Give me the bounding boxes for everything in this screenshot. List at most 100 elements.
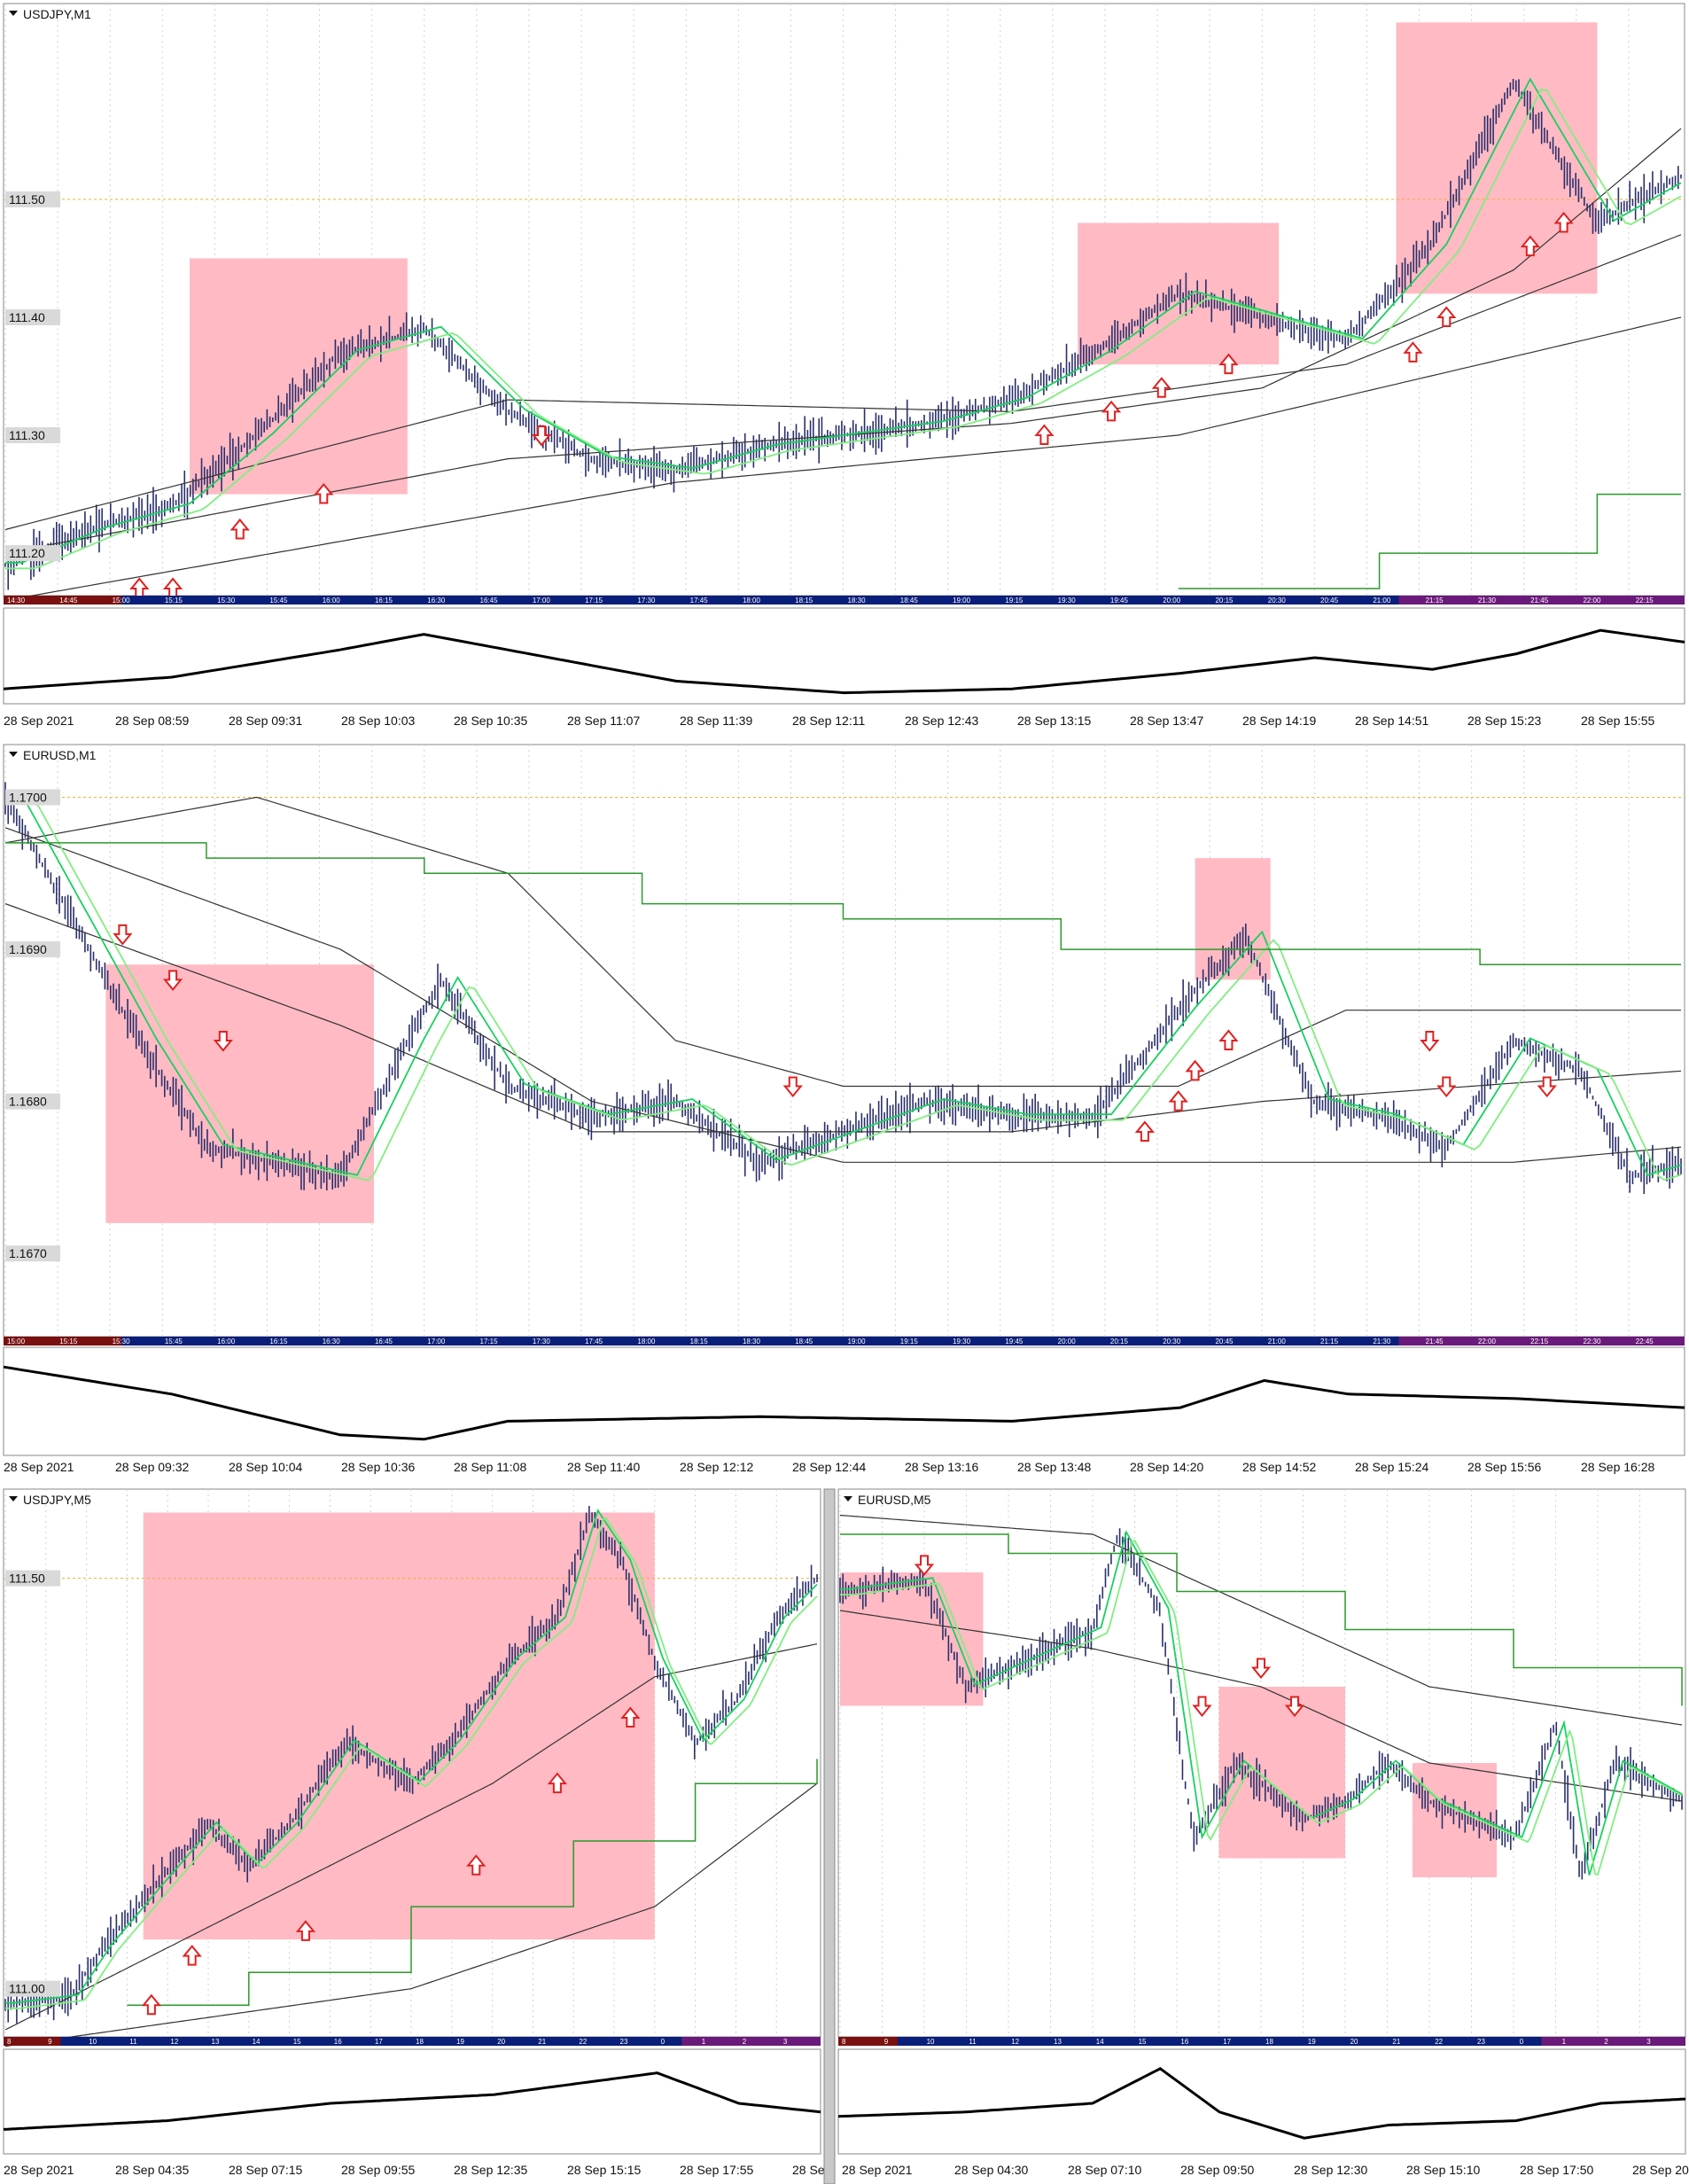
time-axis-label: 28 Sep 2021 <box>4 1460 74 1474</box>
session-tick-label: 17:30 <box>533 1338 551 1346</box>
chart-title: EURUSD,M5 <box>858 1493 931 1507</box>
signal-box <box>1078 222 1280 365</box>
session-tick-label: 21:45 <box>1426 1338 1444 1346</box>
sell-arrow-icon <box>532 425 552 447</box>
sell-arrow-icon <box>213 1031 233 1052</box>
session-tick-label: 22:15 <box>1636 597 1654 604</box>
session-tick-label: 2 <box>1604 2038 1608 2046</box>
collapse-triangle-icon[interactable] <box>9 1496 18 1502</box>
buy-arrow-icon <box>1185 1059 1205 1081</box>
buy-arrow-icon <box>1436 306 1457 327</box>
session-tick-label: 13 <box>1054 2038 1062 2046</box>
session-segment <box>4 596 121 604</box>
buy-arrow-icon <box>182 1945 202 1966</box>
collapse-triangle-icon[interactable] <box>9 752 18 757</box>
price-label-bg <box>5 427 60 444</box>
buy-arrow-icon <box>314 482 334 504</box>
session-tick-label: 0 <box>661 2038 665 2046</box>
session-tick-label: 2 <box>743 2038 747 2046</box>
time-axis-label: 28 Sep 10:36 <box>341 1460 416 1474</box>
time-axis-label: 28 Sep 13:48 <box>1017 1460 1092 1474</box>
price-label: 111.50 <box>9 192 45 207</box>
session-tick-label: 16:15 <box>375 597 393 604</box>
time-axis-label: 28 Sep 09:31 <box>229 714 303 728</box>
session-tick-label: 22:00 <box>1583 597 1601 604</box>
panel-splitter[interactable] <box>823 1488 836 2184</box>
candles <box>4 782 1682 1195</box>
buy-arrow-icon <box>1218 353 1239 375</box>
chart-panel-4[interactable]: EURUSD,M58 9 10 11 12 13 14 15 16 17 18 19 20 21 22 23 0… <box>837 1488 1689 2177</box>
session-tick-label: 22:45 <box>1636 1338 1654 1346</box>
session-tick-label: 17:45 <box>690 597 709 604</box>
collapse-triangle-icon[interactable] <box>844 1496 852 1502</box>
session-segment <box>4 2037 61 2046</box>
moving-average-line <box>4 1782 818 2048</box>
buy-arrow-icon <box>1134 1120 1155 1142</box>
session-tick-label: 16:45 <box>480 597 499 604</box>
buy-arrow-icon <box>1034 424 1055 446</box>
session-tick-label: 17:30 <box>637 597 656 604</box>
signal-box <box>1396 22 1598 294</box>
session-tick-label: 19:15 <box>1005 597 1024 604</box>
chart-title: USDJPY,M5 <box>23 1493 91 1507</box>
time-axis-label: 28 Sep 15:55 <box>1581 714 1655 728</box>
session-tick-label: 22:15 <box>1530 1338 1549 1346</box>
session-tick-label: 14 <box>1096 2038 1104 2046</box>
session-tick-label: 15:45 <box>269 597 288 604</box>
session-segment <box>1398 596 1685 604</box>
session-tick-label: 20:45 <box>1215 1338 1234 1346</box>
price-label: 111.30 <box>9 428 45 442</box>
price-label-bg <box>5 941 60 958</box>
moving-average-line <box>4 316 1682 601</box>
session-tick-label: 15:00 <box>113 597 131 604</box>
session-tick-label: 20:30 <box>1268 597 1287 604</box>
session-tick-label: 13 <box>212 2038 220 2046</box>
session-tick-label: 21:00 <box>1373 597 1391 604</box>
session-segment <box>838 2037 898 2046</box>
price-label: 111.40 <box>9 310 45 324</box>
collapse-triangle-icon[interactable] <box>9 11 18 16</box>
session-tick-label: 15 <box>1139 2038 1147 2046</box>
session-tick-label: 3 <box>783 2038 788 2046</box>
session-tick-label: 18:15 <box>690 1338 709 1346</box>
ema-line <box>5 794 1682 1176</box>
session-tick-label: 19:45 <box>1005 1338 1024 1346</box>
session-tick-label: 15 <box>293 2038 301 2046</box>
time-axis-label: 28 Sep 15:24 <box>1355 1460 1429 1474</box>
ema-line <box>840 1539 1683 1876</box>
session-tick-label: 18:45 <box>795 1338 813 1346</box>
price-label: 111.50 <box>9 1572 45 1586</box>
session-tick-label: 12 <box>1011 2038 1019 2046</box>
oscillator-frame <box>3 2048 821 2155</box>
moving-average-line <box>4 796 1681 1088</box>
price-label-bg <box>5 789 60 806</box>
session-tick-label: 21:30 <box>1373 1338 1391 1346</box>
time-axis-label: 28 Se <box>792 2163 825 2177</box>
time-axis-label: 28 Sep 17:55 <box>680 2163 754 2177</box>
session-tick-label: 20:15 <box>1110 1338 1129 1346</box>
session-tick-label: 23 <box>1477 2038 1485 2046</box>
price-label: 111.20 <box>9 546 45 560</box>
price-label-bg <box>5 1980 60 1997</box>
oscillator-line <box>3 628 1685 695</box>
session-tick-label: 18:00 <box>637 1338 656 1346</box>
price-label-bg <box>5 1570 60 1587</box>
ema-line <box>5 1509 818 2004</box>
session-tick-label: 16:00 <box>323 597 341 604</box>
buy-arrow-icon <box>1403 341 1423 363</box>
time-axis-label: 28 Sep 17:50 <box>1520 2163 1594 2177</box>
price-label-bg <box>5 1245 60 1262</box>
time-axis-label: 28 Sep 10:03 <box>341 714 416 728</box>
session-tick-label: 11 <box>969 2038 977 2046</box>
time-axis-label: 28 Sep 11:39 <box>680 714 752 728</box>
session-bar: 15:00 15:15 15:30 15:45 16:00 16:15 16:30 16:45… <box>4 1337 1685 1346</box>
time-axis-label: 28 Sep 09:50 <box>1180 2163 1255 2177</box>
session-tick-label: 22:30 <box>1583 1338 1601 1346</box>
time-axis-label: 28 Sep 07:15 <box>229 2163 303 2177</box>
session-tick-label: 15:15 <box>165 597 183 604</box>
buy-arrow-icon <box>141 1993 161 2016</box>
signal-box <box>190 258 408 495</box>
